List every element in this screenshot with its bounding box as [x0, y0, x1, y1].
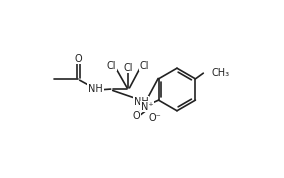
Text: NH: NH: [88, 84, 103, 94]
Text: Cl: Cl: [106, 61, 116, 70]
Text: Cl: Cl: [124, 63, 133, 73]
Text: O: O: [75, 54, 82, 64]
Text: CH₃: CH₃: [211, 68, 229, 78]
Text: O: O: [133, 111, 140, 121]
Text: Cl: Cl: [140, 61, 149, 70]
Text: N⁺: N⁺: [141, 102, 153, 112]
Text: NH: NH: [133, 97, 148, 107]
Text: O⁻: O⁻: [149, 113, 161, 123]
